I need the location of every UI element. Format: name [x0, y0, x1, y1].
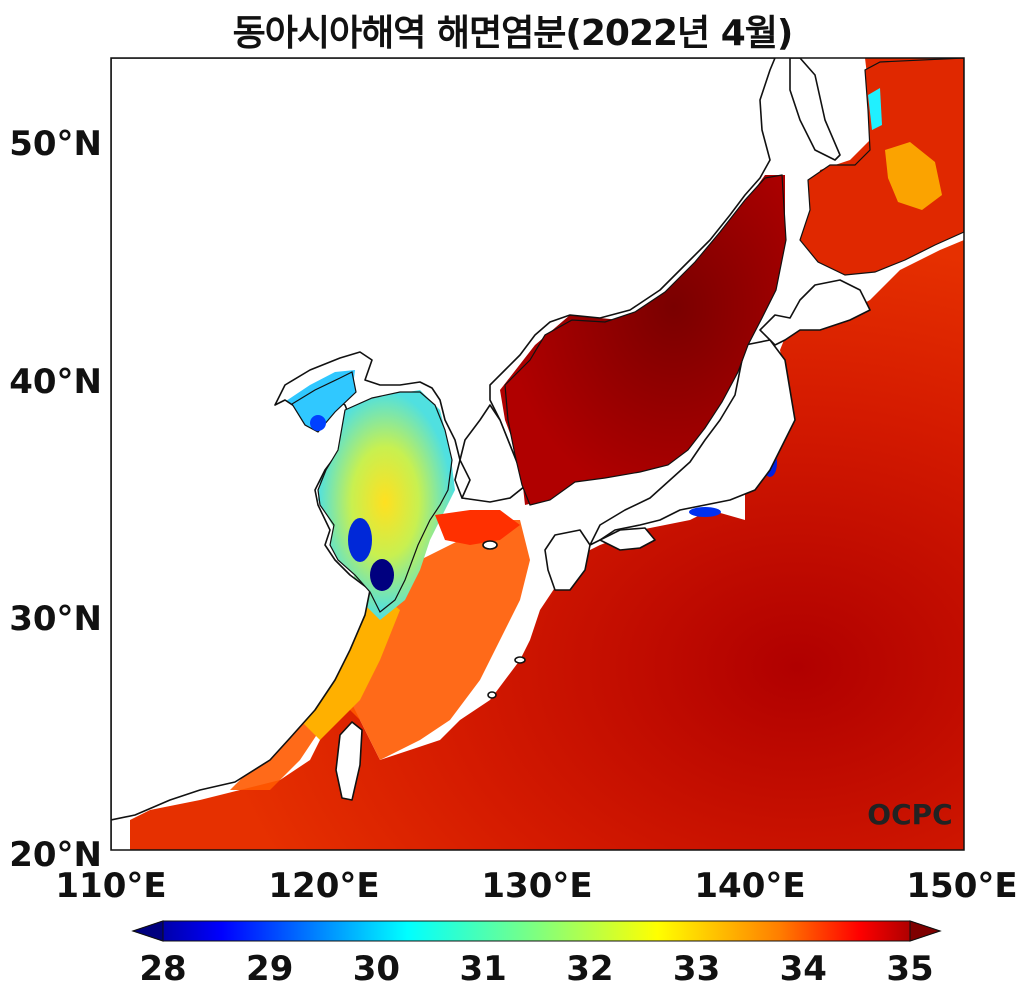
map-area [111, 58, 964, 850]
map-frame [110, 57, 965, 851]
land-masses [111, 58, 871, 850]
east-sea-opening [504, 174, 787, 506]
colorbar-tick-33: 33 [673, 949, 720, 989]
colorbar-tick-31: 31 [459, 949, 506, 989]
sakhalin-island [789, 58, 841, 161]
coastal-plume [300, 590, 400, 740]
colorbar-ticks: 28 29 30 31 32 33 34 35 [139, 949, 933, 989]
colorbar [131, 920, 942, 942]
okhotsk-yellow [885, 142, 942, 210]
yellow-sea-blue-1 [348, 518, 372, 562]
bohai-sea-opening [291, 371, 357, 433]
lat-label-40n: 40°N [9, 362, 102, 402]
korean-peninsula [459, 404, 526, 503]
colorbar-tick-32: 32 [566, 949, 613, 989]
hokkaido-island [759, 279, 871, 346]
jeju-island [482, 540, 498, 550]
okhotsk-opening [799, 58, 964, 276]
lat-label-30n: 30°N [9, 599, 102, 639]
korea-strait-field [435, 510, 520, 545]
amami-island [487, 691, 497, 699]
yellow-sea-opening [317, 391, 453, 613]
bohai-low-2 [310, 415, 326, 431]
china-coast [111, 58, 776, 850]
shikoku-island [599, 527, 656, 551]
taiwan-island [335, 721, 363, 801]
kyushu-island [544, 529, 591, 591]
colorbar-extend-max [909, 920, 942, 942]
ise-bay-low [689, 507, 721, 517]
honshu-island [589, 339, 796, 546]
colorbar-tick-35: 35 [886, 949, 933, 989]
okinawa-island [514, 656, 526, 664]
colorbar-tick-30: 30 [353, 949, 400, 989]
colorbar-extend-min [131, 920, 164, 942]
lon-label-140e: 140°E [694, 866, 805, 906]
okhotsk-cyan-2 [868, 88, 882, 130]
lon-label-150e: 150°E [906, 866, 1017, 906]
map-title: 동아시아해역 해면염분(2022년 4월) [232, 13, 794, 54]
colorbar-tick-29: 29 [246, 949, 293, 989]
colorbar-tick-34: 34 [780, 949, 827, 989]
colorbar-tick-28: 28 [139, 949, 186, 989]
lat-label-50n: 50°N [9, 124, 102, 164]
ocpc-watermark: OCPC [867, 798, 952, 831]
pacific-salinity-field [130, 240, 964, 850]
lat-label-20n: 20°N [9, 835, 102, 875]
lon-label-110e: 110°E [55, 866, 166, 906]
lon-label-120e: 120°E [268, 866, 379, 906]
lon-label-130e: 130°E [481, 866, 592, 906]
yellow-sea-blue-2 [370, 559, 394, 591]
